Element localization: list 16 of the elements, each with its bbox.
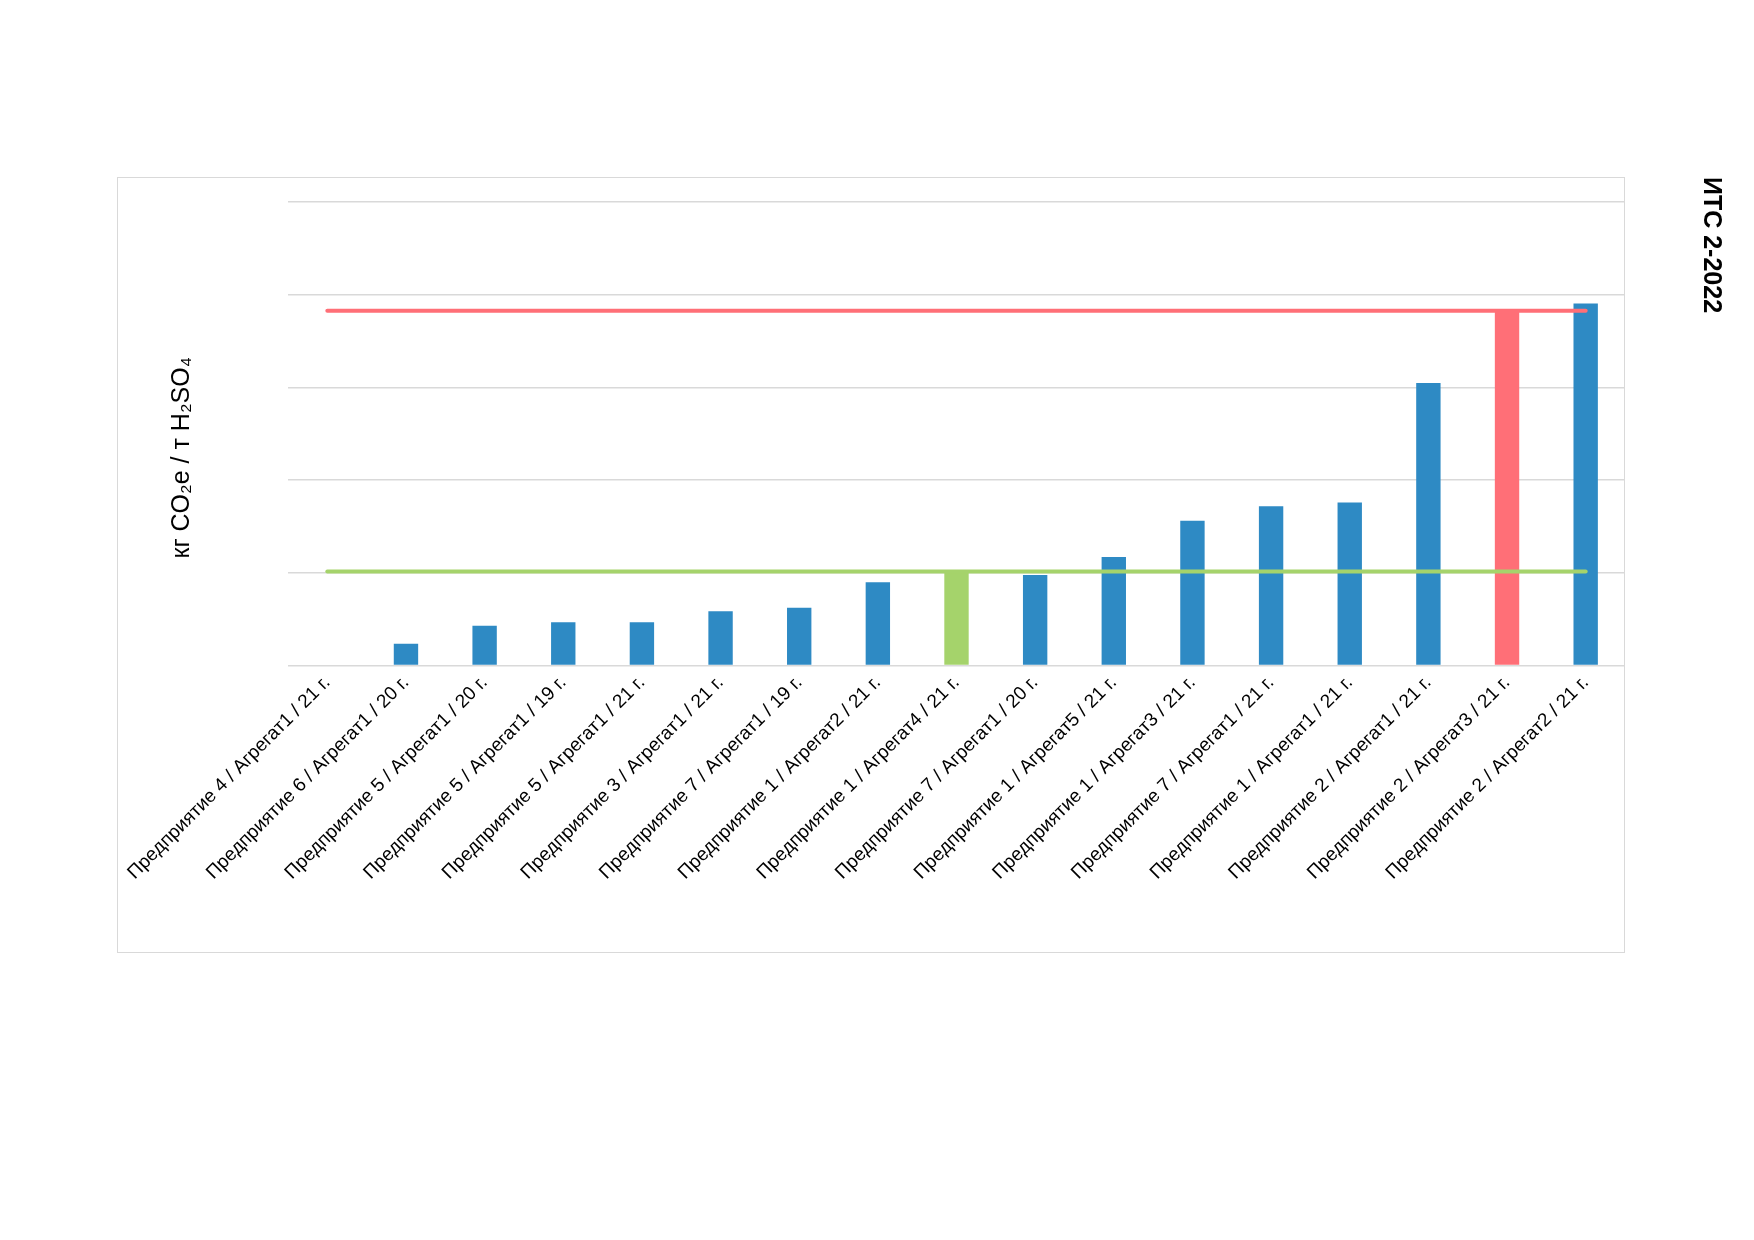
- bar: [1416, 383, 1441, 665]
- y-axis-title: кг CO₂e / т H₂SO₄: [165, 357, 194, 559]
- bar: [787, 607, 812, 665]
- bar: [1337, 502, 1362, 665]
- text: ИТС 2-2022: [1697, 176, 1727, 314]
- bar: [551, 622, 576, 665]
- bar: [1180, 520, 1205, 665]
- bar: [865, 582, 891, 665]
- bar: [1258, 506, 1284, 665]
- bar: [393, 643, 419, 665]
- bar: [708, 611, 733, 665]
- bar: [472, 625, 497, 665]
- bar: [1022, 575, 1048, 665]
- bar: [629, 622, 655, 665]
- bar: [1573, 303, 1598, 665]
- bar: [1101, 556, 1126, 665]
